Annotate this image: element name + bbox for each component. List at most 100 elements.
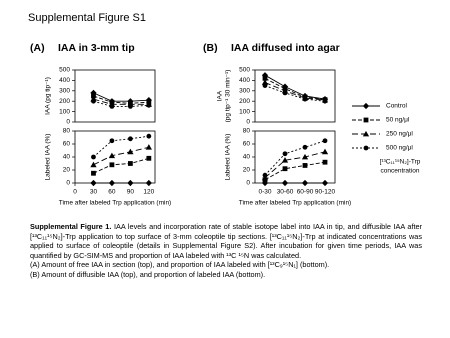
point	[108, 152, 116, 159]
x-tick-label: 90	[127, 189, 135, 196]
panel-title: IAA in 3-mm tip	[58, 42, 135, 54]
series-line	[93, 157, 149, 174]
point	[262, 83, 268, 88]
point	[322, 138, 328, 144]
point	[91, 170, 96, 176]
y-tick-label: 20	[63, 167, 71, 174]
point	[262, 172, 268, 178]
axes-frame	[74, 130, 156, 184]
legend-label: 250 ng/μl	[386, 131, 413, 138]
y-tick-label: 0	[66, 119, 70, 126]
y-tick-label: 300	[59, 88, 70, 95]
y-tick-label: 400	[59, 77, 70, 84]
point	[146, 133, 152, 139]
y-axis-label: Labeled IAA (%)	[225, 134, 232, 181]
point	[282, 166, 288, 172]
x-tick-label: 90-120	[315, 189, 336, 196]
y-axis-label: IAA (pg tip⁻¹)	[45, 77, 52, 115]
point	[127, 136, 133, 142]
y-tick-label: 500	[239, 67, 250, 74]
y-tick-label: 0	[66, 180, 70, 187]
y-tick-label: 0	[246, 119, 250, 126]
x-axis-label: Time after labeled Trp application (min)	[239, 200, 351, 207]
point	[145, 179, 152, 187]
legend-marker	[363, 145, 369, 151]
point	[127, 179, 134, 187]
figure: Supplemental Figure S1 (A) IAA in 3-mm t…	[28, 12, 421, 207]
y-tick-label: 80	[243, 128, 251, 135]
point	[281, 157, 289, 163]
caption: Supplemental Figure 1. IAA levels and in…	[30, 222, 422, 280]
point	[127, 104, 133, 109]
point	[90, 89, 97, 96]
legend-marker	[362, 102, 370, 110]
point	[322, 159, 328, 165]
point	[127, 148, 134, 155]
legend-label: Control	[386, 103, 408, 110]
y-tick-label: 20	[243, 167, 251, 174]
caption-para: Supplemental Figure 1. IAA levels and in…	[30, 222, 422, 260]
point	[302, 144, 308, 150]
figure-title: Supplemental Figure S1	[28, 12, 146, 24]
point	[281, 179, 289, 187]
legend-label: 500 ng/μl	[386, 145, 413, 152]
y-tick-label: 80	[63, 128, 71, 135]
point	[322, 98, 328, 104]
y-axis-label: IAA	[217, 90, 224, 101]
caption-line: (A) Amount of free IAA in section (top),…	[30, 260, 330, 270]
point	[302, 96, 308, 102]
series-line	[93, 146, 149, 166]
series-line	[93, 100, 149, 107]
x-tick-label: 30	[90, 189, 98, 196]
y-tick-label: 60	[63, 141, 71, 148]
point	[282, 151, 288, 157]
y-tick-label: 200	[239, 98, 250, 105]
point	[261, 79, 269, 85]
panel-letter: (A)	[30, 42, 45, 54]
x-tick-label: 60	[108, 189, 116, 196]
point	[109, 104, 115, 109]
point	[109, 138, 115, 144]
point	[321, 148, 329, 155]
x-tick-label: 120	[143, 189, 154, 196]
x-tick-label: 30-60	[277, 189, 294, 196]
point	[90, 161, 97, 168]
series-line	[264, 161, 326, 181]
axes-frame	[74, 69, 156, 123]
series-line	[264, 77, 326, 101]
series-line	[93, 95, 149, 104]
x-tick-label: 60-90	[297, 189, 314, 196]
y-tick-label: 40	[63, 154, 71, 161]
y-tick-label: 200	[59, 98, 70, 105]
y-tick-label: 0	[246, 180, 250, 187]
point	[109, 162, 115, 168]
axes-frame	[254, 69, 336, 123]
point	[301, 153, 309, 160]
point	[262, 75, 268, 81]
y-tick-label: 60	[243, 141, 251, 148]
series-line	[93, 135, 149, 158]
panel-letter: (B)	[203, 42, 218, 54]
y-tick-label: 40	[243, 154, 251, 161]
series-line	[264, 140, 326, 176]
point	[145, 144, 152, 150]
series-line	[264, 85, 326, 102]
y-tick-label: 300	[239, 88, 250, 95]
caption-line: (B) Amount of diffusible IAA (top), and …	[30, 269, 266, 279]
point	[127, 161, 133, 166]
x-tick-label: 0-30	[258, 189, 271, 196]
caption-label: Supplemental Figure 1.	[30, 222, 112, 231]
y-tick-label: 100	[239, 108, 250, 115]
point	[282, 90, 288, 96]
point	[108, 179, 116, 187]
y-axis-label: Labeled IAA (%)	[45, 134, 52, 181]
series-line	[264, 151, 326, 179]
point	[261, 72, 269, 79]
y-tick-label: 500	[59, 67, 70, 74]
series-line	[93, 92, 149, 102]
point	[301, 179, 309, 187]
legend-marker	[362, 130, 370, 137]
series-line	[93, 98, 149, 105]
legend-title: [¹³C₁₁¹⁵N₂]-Trp	[380, 159, 421, 166]
